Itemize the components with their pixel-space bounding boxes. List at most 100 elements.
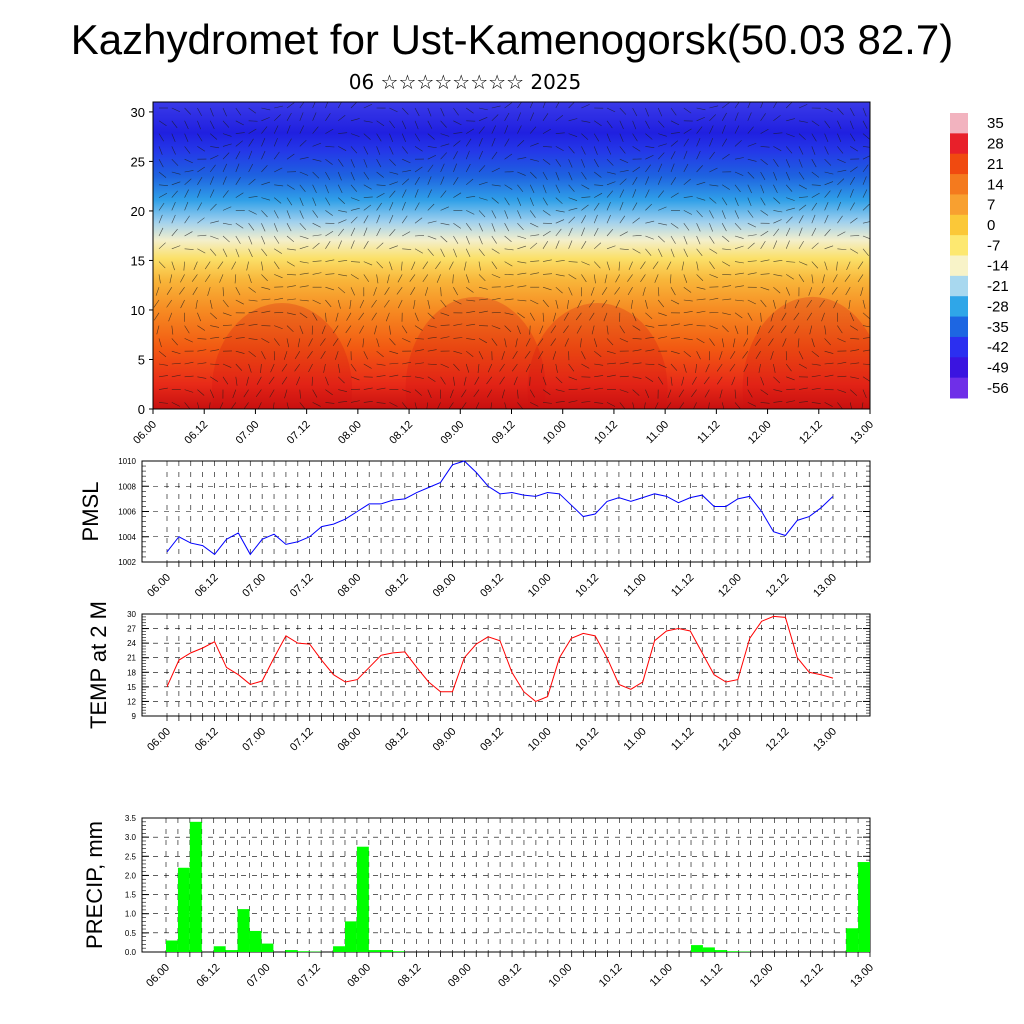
colorbar-label: 14	[987, 176, 1004, 193]
wind-barb	[632, 189, 637, 198]
wind-barb	[773, 210, 783, 213]
wind-barb	[195, 299, 198, 309]
wind-barb	[850, 166, 858, 173]
wind-barb	[414, 166, 423, 173]
wind-barb	[273, 151, 280, 160]
wind-barb	[401, 325, 408, 334]
wind-barb	[350, 118, 360, 122]
wind-barb	[529, 171, 537, 179]
wind-barb	[581, 227, 585, 237]
wind-barb	[299, 299, 309, 302]
y-tick-label: 1002	[118, 558, 136, 567]
wind-barb	[696, 274, 704, 281]
x-tick-label: 08.00	[335, 726, 363, 754]
wind-barb	[477, 363, 480, 373]
wind-barb	[683, 138, 689, 147]
wind-barb	[555, 389, 565, 392]
wind-barb	[286, 274, 297, 276]
precip-bar	[392, 951, 405, 952]
wind-barb	[389, 107, 398, 113]
wind-barb	[696, 197, 706, 201]
wind-barb	[337, 363, 341, 373]
wind-barb	[197, 338, 207, 340]
wind-barb	[449, 389, 454, 399]
wind-barb	[683, 311, 693, 314]
wind-barb	[286, 102, 295, 109]
wind-barb	[555, 197, 563, 204]
wind-barb	[581, 146, 586, 155]
wind-barb	[717, 376, 723, 385]
wind-barb	[773, 389, 783, 392]
wind-barb	[606, 362, 616, 365]
wind-barb	[389, 158, 396, 166]
wind-barb	[466, 311, 476, 314]
wind-barb	[760, 184, 765, 194]
wind-barb	[466, 210, 475, 215]
wind-barb	[862, 164, 869, 173]
wind-barb	[555, 115, 564, 122]
wind-barb	[681, 376, 685, 386]
wind-barb	[824, 181, 834, 186]
precip-bar	[225, 950, 238, 952]
wind-barb	[683, 248, 688, 258]
wind-barb	[235, 132, 245, 134]
wind-barb	[466, 178, 474, 186]
wind-barb	[374, 325, 377, 335]
wind-barb	[465, 363, 470, 373]
wind-barb	[197, 389, 205, 396]
wind-barb	[619, 338, 629, 343]
wind-barb	[784, 299, 787, 309]
wind-barb	[402, 248, 412, 250]
chart-subtitle: 06 ☆☆☆☆☆☆☆☆ 2025	[348, 70, 582, 94]
wind-barb	[734, 299, 744, 302]
wind-barb	[862, 107, 867, 117]
wind-barb	[657, 176, 662, 185]
wind-barb	[299, 102, 305, 109]
wind-barb	[742, 351, 749, 359]
wind-barb	[581, 351, 586, 360]
wind-barb	[683, 107, 692, 114]
wind-barb	[721, 112, 727, 121]
wind-barb	[325, 158, 333, 165]
warm-patch	[742, 296, 870, 409]
temp-panel: 9 12 15 18 21 24 27 30 06.00 06.12 07.00 07.12 08.00…	[86, 601, 871, 754]
wind-barb	[427, 176, 432, 185]
x-tick-label: 09.12	[478, 726, 506, 754]
precip-bar	[691, 945, 703, 952]
wind-barb	[747, 222, 757, 228]
wind-barb	[440, 190, 447, 198]
wind-barb	[670, 222, 679, 229]
wind-barb	[273, 125, 279, 134]
wind-barb	[530, 299, 539, 305]
colorbar-swatch	[950, 316, 968, 338]
precip-bar	[177, 867, 190, 952]
y-tick-label: 20	[131, 204, 145, 219]
wind-barb	[606, 171, 616, 175]
wind-barb	[158, 402, 168, 404]
x-tick-label: 09.12	[496, 962, 524, 990]
x-tick-label: 11.00	[621, 726, 648, 753]
precip-bar	[368, 950, 381, 952]
wind-barb	[337, 171, 342, 181]
wind-barb	[837, 120, 842, 130]
wind-barb	[248, 323, 258, 326]
wind-barb	[171, 120, 178, 129]
wind-barb	[222, 190, 229, 198]
wind-barb	[376, 120, 385, 127]
wind-barb	[798, 104, 808, 109]
wind-barb	[504, 125, 509, 134]
wind-barb	[773, 159, 779, 167]
wind-barb	[376, 402, 386, 404]
y-tick-label: 12	[127, 697, 136, 706]
wind-barb	[568, 240, 573, 249]
x-tick-label: 08.12	[383, 572, 411, 600]
wind-barb	[376, 171, 384, 178]
wind-barb	[517, 325, 521, 335]
wind-barb	[208, 402, 211, 409]
wind-barb	[363, 363, 372, 369]
wind-barb	[542, 389, 551, 396]
wind-barb	[385, 312, 390, 322]
wind-barb	[184, 389, 194, 393]
wind-barb	[210, 146, 220, 149]
wind-barb	[256, 376, 262, 385]
